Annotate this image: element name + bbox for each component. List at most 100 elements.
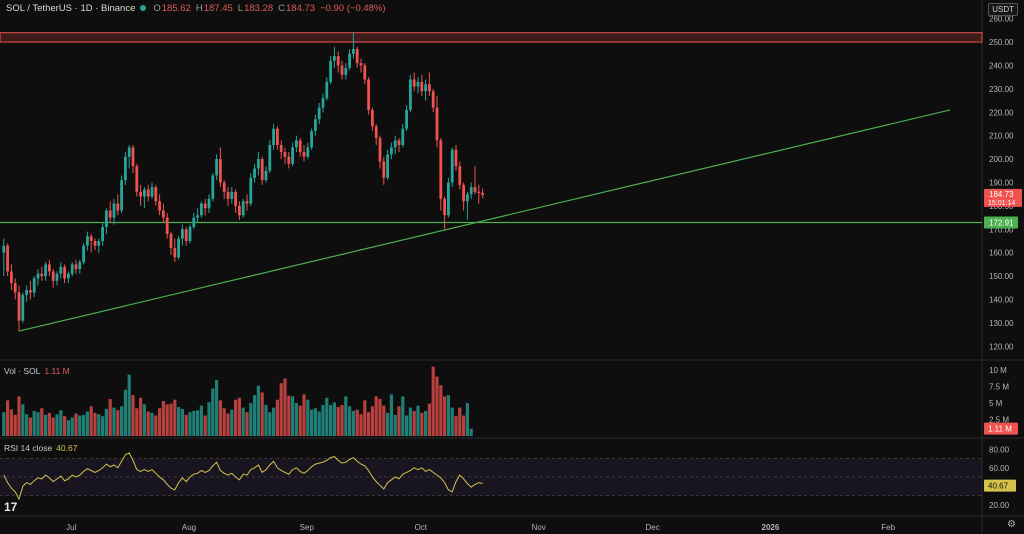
candle-body [253, 168, 256, 178]
candle-body [344, 67, 348, 75]
candle-body [424, 84, 427, 92]
price-tick-label: 200.00 [989, 155, 1014, 164]
volume-bar [260, 392, 264, 436]
volume-bar [139, 397, 143, 436]
volume-bar [131, 395, 135, 436]
currency-selector[interactable]: USDT [988, 3, 1018, 16]
settings-icon[interactable]: ⚙ [1007, 519, 1016, 530]
volume-bar [135, 408, 139, 436]
price-tick-label: 250.00 [989, 38, 1014, 47]
candle-body [67, 273, 70, 279]
candle-body [230, 191, 234, 199]
candle-body [257, 159, 260, 169]
volume-bar [36, 412, 40, 436]
candle-body [146, 189, 150, 197]
volume-bar [382, 405, 386, 436]
volume-current-label: 1.11 M [988, 425, 1012, 434]
volume-bar [439, 385, 443, 436]
volume-bar [408, 407, 412, 436]
candle-body [386, 154, 389, 178]
volume-bar [17, 396, 21, 436]
volume-bar [348, 406, 352, 436]
candle-body [150, 187, 154, 197]
rsi-value: 40.67 [56, 443, 78, 453]
volume-bar [66, 420, 70, 436]
volume-tick-label: 10 M [989, 366, 1007, 375]
rsi-label: RSI 14 close [4, 443, 53, 453]
volume-bar [462, 415, 466, 436]
volume-bar [85, 411, 89, 436]
volume-bar [142, 404, 146, 436]
candle-body [314, 119, 317, 132]
rsi-current-label: 40.67 [988, 482, 1009, 491]
candle-body [124, 156, 127, 181]
volume-bar [427, 403, 431, 436]
volume-bar [226, 413, 230, 436]
volume-bar [108, 399, 112, 436]
price-tick-label: 190.00 [989, 178, 1014, 187]
candle-body [298, 140, 302, 153]
candle-body [405, 109, 408, 129]
price-tick-label: 140.00 [989, 295, 1014, 304]
candle-body [458, 166, 462, 185]
volume-bar [28, 417, 32, 436]
volume-bar [344, 396, 348, 436]
volume-bar [184, 414, 188, 436]
candle-body [226, 191, 230, 199]
candle-body [439, 140, 443, 199]
candle-body [260, 159, 264, 181]
volume-bar [446, 395, 450, 436]
high-label: H [195, 3, 203, 14]
candle-body [371, 109, 374, 127]
candle-body [101, 226, 104, 241]
candle-body [245, 201, 249, 204]
time-tick-label: Oct [415, 523, 428, 532]
volume-bar [329, 404, 333, 436]
volume-bar [454, 416, 458, 436]
volume-bar [386, 412, 390, 436]
volume-bar [294, 402, 298, 436]
volume-bar [310, 409, 314, 436]
volume-bar [6, 400, 10, 436]
candle-body [219, 159, 222, 183]
candle-body [135, 166, 139, 192]
volume-bar [465, 402, 469, 436]
volume-bar [13, 414, 17, 436]
volume-bar [424, 410, 428, 436]
volume-bar [120, 406, 124, 436]
volume-bar [104, 408, 108, 436]
candle-body [112, 203, 116, 218]
candle-body [264, 170, 268, 181]
candle-body [382, 161, 386, 178]
volume-bar [222, 408, 226, 436]
candle-body [397, 140, 401, 146]
rsi-tick-label: 20.00 [989, 501, 1010, 510]
candle-body [295, 140, 298, 148]
volume-bar [21, 404, 25, 436]
volume-tick-label: 2.5 M [989, 415, 1009, 424]
candle-body [196, 215, 199, 218]
volume-bar [245, 412, 249, 436]
price-tick-label: 160.00 [989, 249, 1014, 258]
volume-bar [169, 403, 173, 436]
symbol-name[interactable]: SOL / TetherUS · 1D · Binance [6, 3, 136, 14]
tradingview-logo[interactable]: 17 [4, 500, 18, 514]
volume-bar [177, 406, 181, 436]
candle-body [10, 271, 13, 284]
volume-bar [298, 405, 302, 436]
candle-body [207, 198, 211, 209]
volume-bar [158, 408, 162, 436]
volume-bar [458, 407, 462, 436]
candle-body [105, 210, 108, 227]
candle-body [477, 191, 481, 193]
volume-bar [74, 413, 78, 436]
volume-bar [279, 383, 283, 436]
volume-bar [192, 410, 196, 436]
volume-bar [370, 406, 374, 436]
volume-bar [363, 400, 367, 436]
candle-body [481, 192, 484, 195]
volume-bar [25, 414, 29, 436]
candle-body [59, 266, 63, 274]
candle-body [78, 262, 82, 270]
